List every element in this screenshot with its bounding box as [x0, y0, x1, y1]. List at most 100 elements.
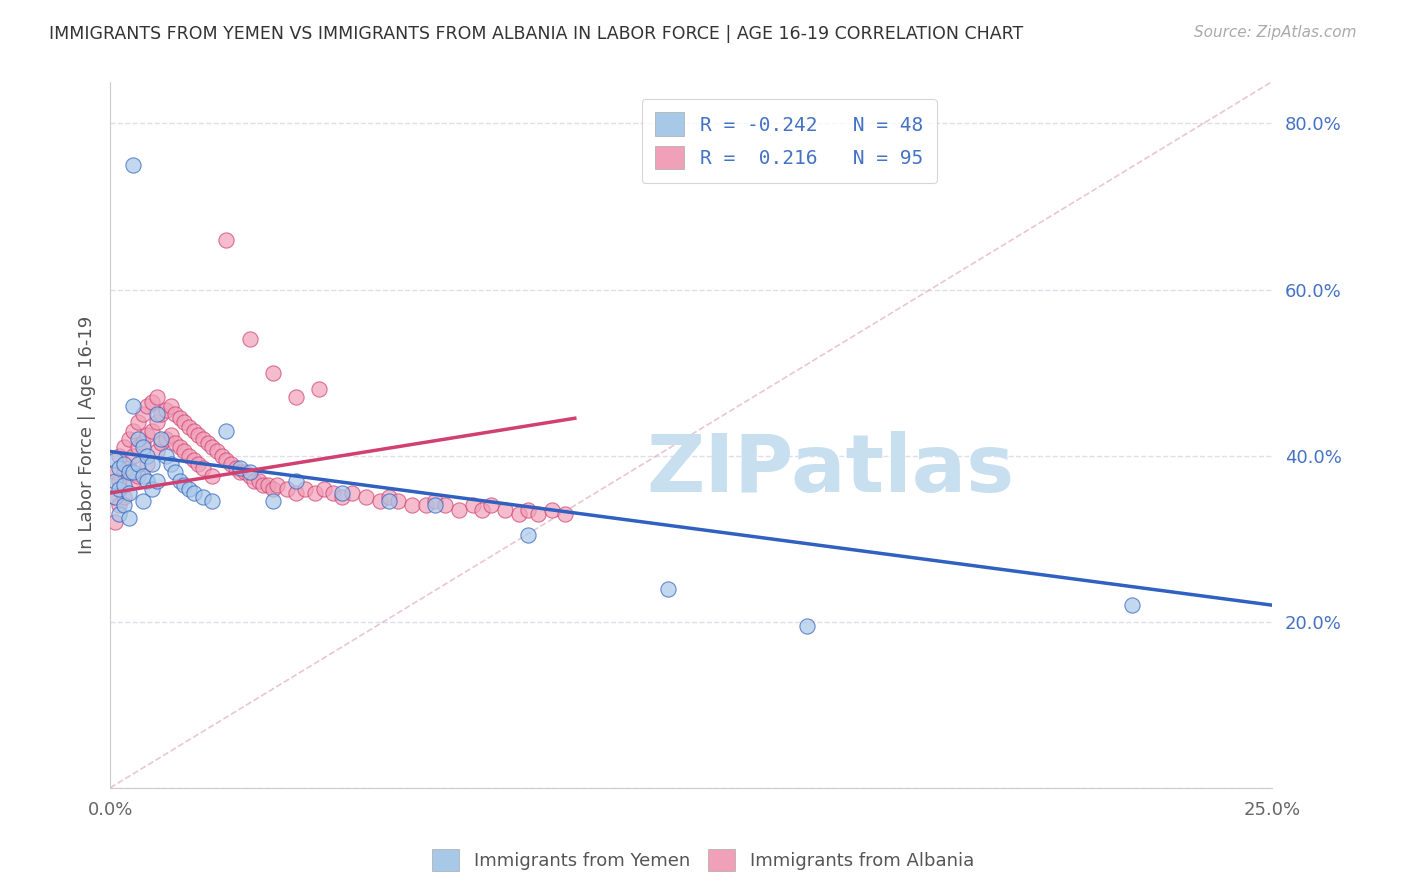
- Point: [211, 449, 233, 463]
- Point: [378, 490, 401, 504]
- Text: ZIPatlas: ZIPatlas: [647, 431, 1015, 509]
- Point: [165, 407, 187, 421]
- Point: [104, 465, 127, 479]
- Point: [368, 494, 391, 508]
- Point: [159, 428, 181, 442]
- Point: [150, 436, 173, 450]
- Point: [131, 440, 153, 454]
- Point: [108, 474, 131, 488]
- Point: [796, 619, 818, 633]
- Point: [247, 474, 270, 488]
- Point: [169, 474, 191, 488]
- Point: [215, 452, 238, 467]
- Point: [141, 424, 163, 438]
- Point: [425, 499, 447, 513]
- Point: [173, 444, 195, 458]
- Point: [332, 486, 354, 500]
- Point: [387, 494, 409, 508]
- Point: [141, 394, 163, 409]
- Point: [415, 499, 437, 513]
- Point: [136, 399, 159, 413]
- Point: [322, 486, 344, 500]
- Point: [471, 502, 494, 516]
- Point: [145, 444, 167, 458]
- Point: [145, 474, 167, 488]
- Point: [159, 399, 181, 413]
- Point: [127, 469, 149, 483]
- Y-axis label: In Labor Force | Age 16-19: In Labor Force | Age 16-19: [79, 316, 96, 554]
- Point: [238, 332, 260, 346]
- Legend: R = -0.242   N = 48, R =  0.216   N = 95: R = -0.242 N = 48, R = 0.216 N = 95: [641, 99, 936, 183]
- Point: [127, 457, 149, 471]
- Point: [127, 416, 149, 430]
- Point: [266, 477, 288, 491]
- Point: [112, 490, 135, 504]
- Point: [131, 436, 153, 450]
- Point: [159, 457, 181, 471]
- Point: [479, 499, 502, 513]
- Point: [1121, 598, 1143, 612]
- Point: [141, 482, 163, 496]
- Point: [378, 494, 401, 508]
- Point: [517, 527, 540, 541]
- Point: [461, 499, 484, 513]
- Point: [141, 457, 163, 471]
- Point: [112, 499, 135, 513]
- Point: [173, 477, 195, 491]
- Point: [108, 482, 131, 496]
- Point: [131, 407, 153, 421]
- Point: [118, 465, 141, 479]
- Point: [294, 482, 316, 496]
- Point: [122, 465, 145, 479]
- Point: [150, 432, 173, 446]
- Point: [205, 444, 228, 458]
- Point: [183, 452, 205, 467]
- Point: [554, 507, 576, 521]
- Text: IMMIGRANTS FROM YEMEN VS IMMIGRANTS FROM ALBANIA IN LABOR FORCE | AGE 16-19 CORR: IMMIGRANTS FROM YEMEN VS IMMIGRANTS FROM…: [49, 25, 1024, 43]
- Point: [165, 436, 187, 450]
- Point: [447, 502, 470, 516]
- Point: [233, 465, 256, 479]
- Point: [108, 499, 131, 513]
- Point: [131, 494, 153, 508]
- Point: [122, 158, 145, 172]
- Point: [183, 424, 205, 438]
- Point: [285, 474, 308, 488]
- Point: [179, 482, 201, 496]
- Point: [201, 469, 224, 483]
- Point: [312, 482, 335, 496]
- Point: [197, 436, 219, 450]
- Point: [262, 366, 284, 380]
- Point: [229, 465, 252, 479]
- Point: [304, 486, 326, 500]
- Point: [112, 457, 135, 471]
- Point: [262, 482, 284, 496]
- Point: [425, 494, 447, 508]
- Point: [285, 486, 308, 500]
- Point: [112, 477, 135, 491]
- Point: [145, 391, 167, 405]
- Point: [112, 465, 135, 479]
- Point: [122, 424, 145, 438]
- Point: [145, 416, 167, 430]
- Point: [219, 457, 242, 471]
- Point: [118, 461, 141, 475]
- Point: [225, 461, 247, 475]
- Point: [308, 382, 330, 396]
- Point: [155, 403, 177, 417]
- Point: [136, 428, 159, 442]
- Point: [179, 449, 201, 463]
- Point: [104, 490, 127, 504]
- Point: [433, 499, 456, 513]
- Point: [187, 457, 209, 471]
- Point: [131, 469, 153, 483]
- Point: [540, 502, 562, 516]
- Point: [136, 449, 159, 463]
- Point: [118, 432, 141, 446]
- Point: [354, 490, 377, 504]
- Point: [332, 490, 354, 504]
- Point: [104, 515, 127, 529]
- Point: [173, 416, 195, 430]
- Point: [136, 457, 159, 471]
- Point: [252, 477, 274, 491]
